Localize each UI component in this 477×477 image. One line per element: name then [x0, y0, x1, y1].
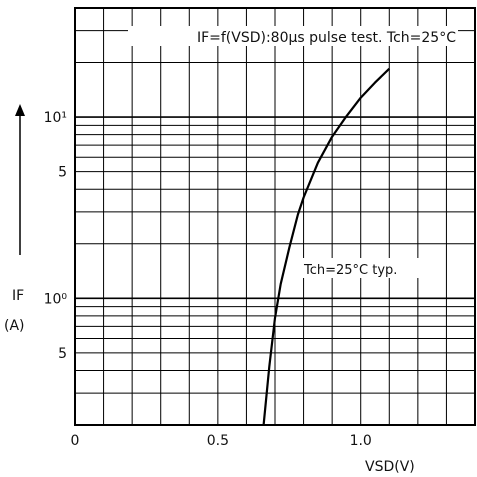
y-tick-label: 5: [58, 346, 67, 362]
x-tick-label: 1.0: [350, 433, 372, 449]
title-backdrop: [128, 26, 458, 46]
annotation-backdrop: [298, 258, 434, 278]
y-tick-label: 5: [58, 165, 67, 181]
series-line: [262, 67, 391, 426]
x-tick-label: 0.5: [207, 433, 229, 449]
y-tick-label: 10⁰: [44, 291, 68, 307]
x-tick-label: 0: [71, 433, 80, 449]
x-tick-labels: 0 0.5 1.0: [71, 433, 372, 449]
grid-lines: [75, 8, 475, 425]
x-axis-label: VSD(V): [365, 459, 415, 475]
y-axis-arrow: [15, 104, 25, 255]
series-annotation: Tch=25°C typ.: [303, 263, 397, 278]
y-axis-label: IF: [12, 288, 24, 304]
y-tick-label: 10¹: [44, 110, 67, 126]
y-tick-labels: 5 10⁰ 5 10¹: [44, 110, 68, 362]
y-axis-unit: (A): [4, 318, 25, 334]
chart-title: IF=f(VSD):80μs pulse test. Tch=25°C: [197, 30, 456, 46]
series-layer: [262, 67, 391, 426]
plot-frame: [74, 7, 476, 426]
